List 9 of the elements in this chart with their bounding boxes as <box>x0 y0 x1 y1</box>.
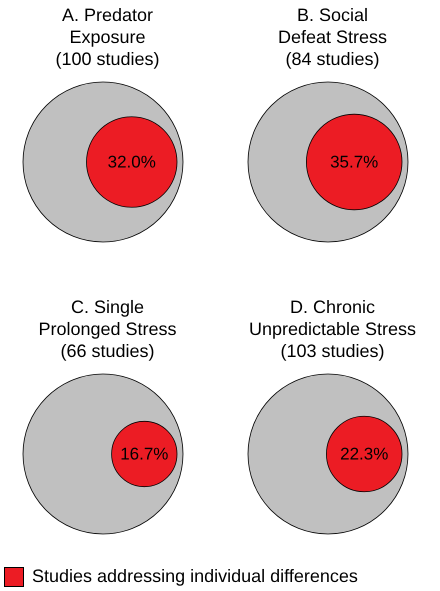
legend-label: Studies addressing individual differences <box>32 566 358 587</box>
data-label: 35.7% <box>330 152 378 172</box>
data-label: 16.7% <box>120 444 168 464</box>
data-label: 22.3% <box>340 444 388 464</box>
category-label: A. Predator Exposure (100 studies) <box>54 4 161 71</box>
category-label: C. Single Prolonged Stress (66 studies) <box>37 296 178 363</box>
category-label: D. Chronic Unpredictable Stress (103 studies) <box>248 296 418 363</box>
category-label: B. Social Defeat Stress (84 studies) <box>276 4 388 71</box>
data-label: 32.0% <box>108 152 156 172</box>
